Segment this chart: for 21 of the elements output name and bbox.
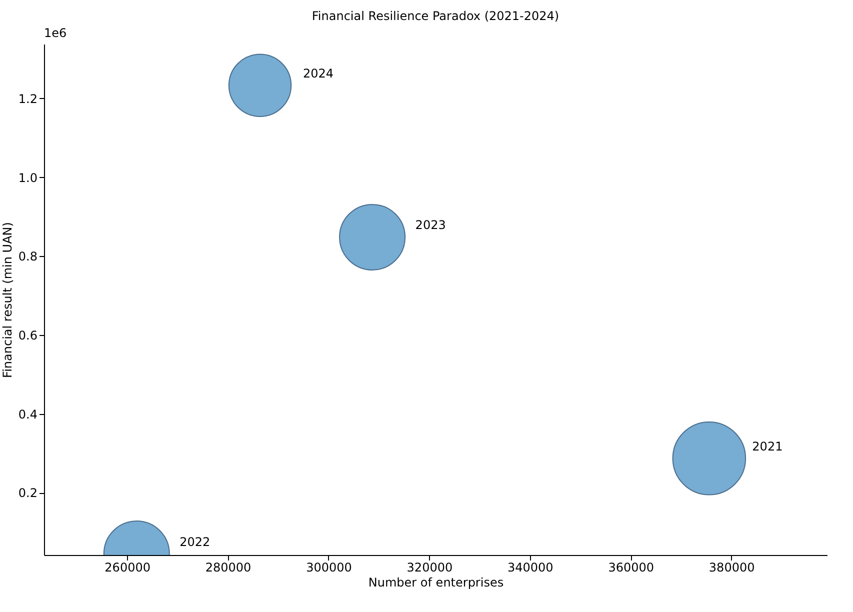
x-tick-label: 320000 [406, 560, 453, 574]
series-label: 2022 [180, 534, 210, 549]
x-tick-label: 300000 [306, 560, 352, 574]
y-tick-label: 0.2 [18, 486, 38, 500]
y-tick-label: 0.4 [18, 407, 38, 422]
x-axis-title: Number of enterprises [368, 576, 504, 590]
y-tick-label: 1.0 [18, 170, 38, 185]
x-tick-label: 380000 [708, 560, 755, 574]
series-label: 2021 [752, 439, 783, 454]
x-tick-label: 260000 [104, 560, 150, 574]
series-label: 2024 [303, 66, 334, 80]
y-tick-label: 0.8 [18, 250, 38, 264]
chart-title: Financial Resilience Paradox (2021-2024) [312, 9, 560, 23]
text: 1e6 [44, 26, 67, 40]
y-tick-label: 0.6 [18, 328, 38, 342]
y-tick-label: 1.2 [18, 92, 38, 106]
x-tick-label: 360000 [608, 560, 654, 574]
series-label: 2023 [415, 218, 446, 232]
x-tick-label: 340000 [508, 560, 554, 574]
y-axis-title: Financial result (min UAN) [0, 222, 14, 378]
x-tick-label: 280000 [205, 560, 252, 574]
